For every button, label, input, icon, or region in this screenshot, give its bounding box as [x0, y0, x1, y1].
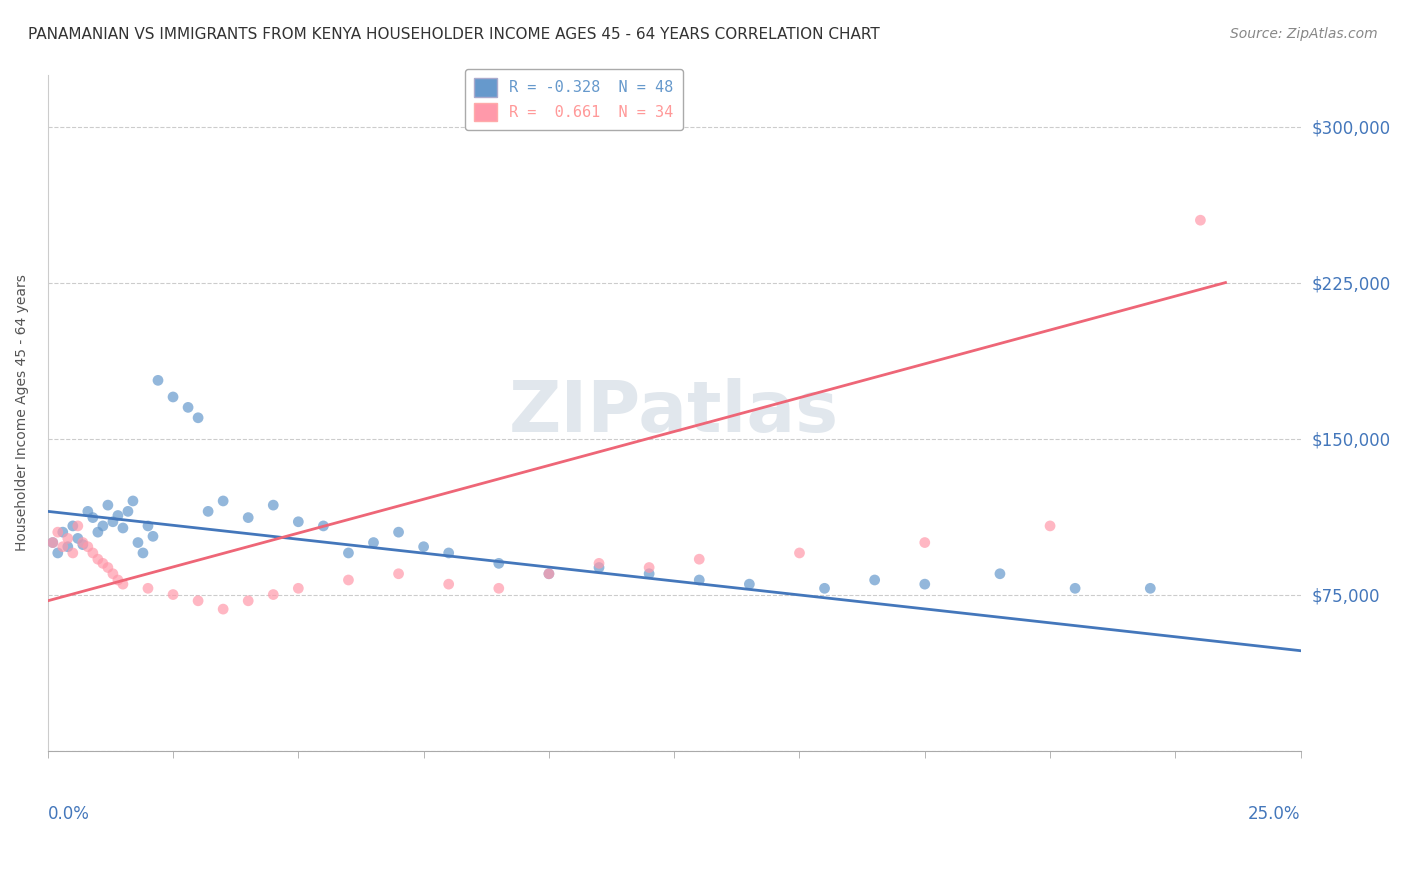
Point: [107, 573, 129, 587]
Point: [87, 552, 110, 566]
Point: [914, 535, 936, 549]
Point: [82, 510, 104, 524]
Text: 25.0%: 25.0%: [1249, 805, 1301, 822]
Point: [62, 519, 84, 533]
Point: [988, 566, 1011, 581]
Point: [813, 582, 835, 596]
Point: [1189, 213, 1212, 227]
Point: [363, 535, 385, 549]
Point: [588, 557, 610, 571]
Point: [688, 573, 710, 587]
Text: ZIPatlas: ZIPatlas: [509, 378, 839, 447]
Point: [82, 546, 104, 560]
Point: [537, 566, 560, 581]
Point: [337, 546, 360, 560]
Point: [1139, 582, 1161, 596]
Point: [212, 494, 235, 508]
Point: [46, 546, 69, 560]
Point: [72, 538, 94, 552]
Point: [312, 519, 335, 533]
Text: 0.0%: 0.0%: [48, 805, 90, 822]
Point: [72, 535, 94, 549]
Point: [136, 582, 159, 596]
Point: [146, 373, 169, 387]
Point: [212, 602, 235, 616]
Point: [117, 504, 139, 518]
Y-axis label: Householder Income Ages 45 - 64 years: Householder Income Ages 45 - 64 years: [15, 274, 30, 551]
Text: PANAMANIAN VS IMMIGRANTS FROM KENYA HOUSEHOLDER INCOME AGES 45 - 64 YEARS CORREL: PANAMANIAN VS IMMIGRANTS FROM KENYA HOUS…: [28, 27, 880, 42]
Point: [588, 560, 610, 574]
Point: [638, 566, 661, 581]
Point: [187, 410, 209, 425]
Point: [66, 532, 89, 546]
Point: [688, 552, 710, 566]
Point: [127, 535, 149, 549]
Point: [537, 566, 560, 581]
Point: [1064, 582, 1087, 596]
Point: [187, 594, 209, 608]
Text: Source: ZipAtlas.com: Source: ZipAtlas.com: [1230, 27, 1378, 41]
Point: [437, 546, 460, 560]
Point: [914, 577, 936, 591]
Point: [42, 535, 65, 549]
Point: [238, 510, 260, 524]
Point: [122, 494, 145, 508]
Point: [97, 560, 120, 574]
Point: [97, 498, 120, 512]
Point: [738, 577, 761, 591]
Point: [66, 519, 89, 533]
Point: [111, 577, 134, 591]
Point: [387, 566, 409, 581]
Point: [87, 525, 110, 540]
Point: [76, 504, 98, 518]
Point: [136, 519, 159, 533]
Point: [107, 508, 129, 523]
Point: [52, 540, 75, 554]
Point: [56, 540, 79, 554]
Point: [262, 588, 284, 602]
Point: [488, 557, 510, 571]
Point: [46, 525, 69, 540]
Point: [1039, 519, 1062, 533]
Point: [162, 588, 184, 602]
Point: [197, 504, 219, 518]
Point: [56, 532, 79, 546]
Point: [287, 515, 309, 529]
Point: [412, 540, 434, 554]
Point: [437, 577, 460, 591]
Point: [76, 540, 98, 554]
Point: [789, 546, 811, 560]
Point: [142, 529, 165, 543]
Point: [287, 582, 309, 596]
Point: [638, 560, 661, 574]
Point: [488, 582, 510, 596]
Point: [111, 521, 134, 535]
Point: [101, 566, 124, 581]
Point: [91, 519, 114, 533]
Point: [387, 525, 409, 540]
Point: [337, 573, 360, 587]
Point: [238, 594, 260, 608]
Point: [91, 557, 114, 571]
Point: [177, 401, 200, 415]
Point: [262, 498, 284, 512]
Point: [42, 535, 65, 549]
Point: [62, 546, 84, 560]
Point: [52, 525, 75, 540]
Legend: R = -0.328  N = 48, R =  0.661  N = 34: R = -0.328 N = 48, R = 0.661 N = 34: [465, 69, 683, 130]
Point: [101, 515, 124, 529]
Point: [863, 573, 886, 587]
Point: [132, 546, 155, 560]
Point: [162, 390, 184, 404]
